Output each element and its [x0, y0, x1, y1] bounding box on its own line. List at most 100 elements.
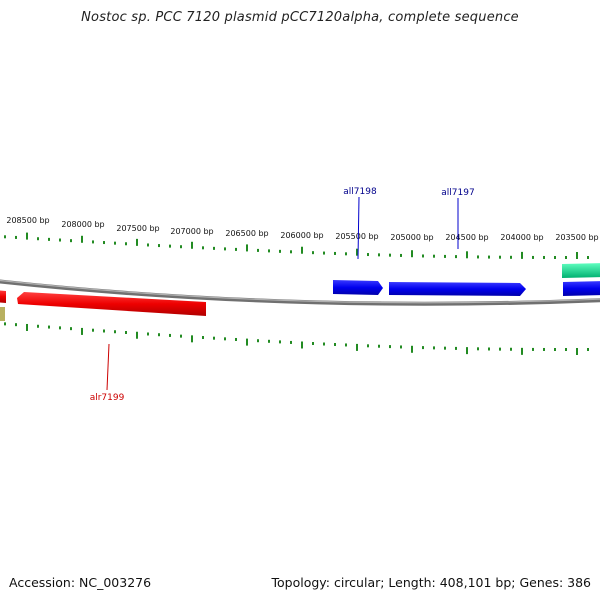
upper-minor-tick [92, 240, 94, 244]
upper-major-tick [26, 232, 28, 240]
lower-minor-tick [543, 347, 545, 351]
scale-label-204000: 204000 bp [500, 233, 543, 242]
gene-label-all7198[interactable]: all7198 [343, 187, 377, 197]
gene-alr7199[interactable] [17, 292, 206, 316]
lower-minor-tick [444, 346, 446, 350]
upper-major-tick [136, 238, 138, 246]
upper-minor-tick [59, 238, 61, 242]
lower-minor-tick [257, 339, 259, 343]
lower-major-tick [466, 347, 468, 355]
lower-minor-tick [37, 324, 39, 328]
scale-label-204500: 204500 bp [445, 233, 488, 242]
upper-minor-tick [477, 255, 479, 259]
lower-minor-tick [103, 329, 105, 333]
lower-minor-tick [92, 328, 94, 332]
lower-minor-tick [202, 336, 204, 340]
lower-major-tick [26, 323, 28, 331]
upper-minor-tick [422, 254, 424, 258]
upper-minor-tick [257, 248, 259, 252]
upper-minor-tick [367, 253, 369, 257]
lower-minor-tick [125, 330, 127, 334]
upper-minor-tick [499, 255, 501, 259]
gene-label-all7197[interactable]: all7197 [441, 188, 474, 198]
upper-minor-tick [312, 251, 314, 255]
upper-minor-tick [202, 246, 204, 250]
upper-minor-tick [213, 246, 215, 250]
feature-olive[interactable] [0, 307, 5, 321]
upper-minor-tick [224, 247, 226, 251]
lower-minor-tick [312, 342, 314, 346]
scale-label-206000: 206000 bp [280, 231, 323, 240]
topology-summary-text: Topology: circular; Length: 408,101 bp; … [271, 575, 592, 590]
plasmid-backbone [0, 279, 600, 306]
lower-minor-tick [4, 322, 6, 326]
lower-minor-tick [323, 342, 325, 346]
lower-major-tick [521, 347, 523, 355]
upper-major-tick [576, 252, 578, 259]
lower-major-tick [576, 348, 578, 355]
upper-major-tick [356, 248, 358, 256]
scale-label-208500: 208500 bp [6, 216, 49, 225]
lower-minor-tick [499, 347, 501, 351]
lower-minor-tick [488, 347, 490, 351]
lower-minor-tick [169, 333, 171, 337]
upper-minor-tick [444, 254, 446, 258]
lower-minor-tick [334, 342, 336, 346]
scale-label-205000: 205000 bp [390, 233, 433, 242]
upper-minor-tick [433, 254, 435, 258]
upper-minor-tick [48, 237, 50, 241]
lower-minor-tick [147, 332, 149, 336]
upper-major-tick [81, 235, 83, 243]
lower-minor-tick [565, 348, 567, 351]
lower-major-tick [136, 331, 138, 339]
upper-minor-tick [345, 252, 347, 256]
lower-major-tick [81, 327, 83, 335]
upper-minor-tick [389, 253, 391, 257]
upper-minor-tick [543, 255, 545, 259]
upper-minor-tick [587, 256, 589, 259]
gene-partial-blue[interactable] [563, 281, 600, 296]
upper-minor-tick [37, 237, 39, 241]
lower-minor-tick [213, 336, 215, 340]
gene-partial-red[interactable] [0, 290, 6, 303]
upper-major-tick [521, 251, 523, 259]
lower-minor-tick [290, 340, 292, 344]
lower-major-tick [356, 343, 358, 351]
lower-minor-tick [367, 344, 369, 348]
map-title: Nostoc sp. PCC 7120 plasmid pCC7120alpha… [81, 10, 519, 25]
lower-minor-tick [268, 339, 270, 343]
accession-text: Accession: NC_003276 [9, 575, 152, 590]
feature-teal[interactable] [562, 263, 600, 278]
upper-minor-tick [4, 235, 6, 239]
leader-alr7199 [106, 343, 110, 391]
scale-label-208000: 208000 bp [61, 220, 104, 229]
lower-minor-tick [279, 340, 281, 344]
upper-minor-tick [147, 243, 149, 247]
gene-all7198[interactable] [333, 280, 383, 295]
lower-minor-tick [422, 346, 424, 350]
scale-label-207000: 207000 bp [170, 227, 213, 236]
upper-minor-tick [70, 239, 72, 243]
lower-minor-tick [532, 347, 534, 351]
upper-minor-tick [114, 241, 116, 245]
lower-scale-ticks [4, 322, 589, 355]
upper-minor-tick [323, 251, 325, 255]
gene-label-alr7199[interactable]: alr7199 [90, 393, 125, 403]
upper-minor-tick [158, 244, 160, 248]
lower-minor-tick [587, 348, 589, 351]
upper-minor-tick [290, 250, 292, 254]
lower-minor-tick [70, 327, 72, 331]
gene-all7197[interactable] [389, 282, 526, 296]
upper-minor-tick [400, 253, 402, 257]
upper-minor-tick [565, 256, 567, 259]
upper-minor-tick [455, 255, 457, 259]
scale-label-205500: 205500 bp [335, 232, 378, 241]
lower-minor-tick [158, 333, 160, 337]
upper-major-tick [246, 244, 248, 252]
upper-minor-tick [488, 255, 490, 259]
upper-minor-tick [103, 241, 105, 245]
lower-major-tick [411, 345, 413, 353]
upper-minor-tick [334, 251, 336, 255]
upper-minor-tick [532, 255, 534, 259]
